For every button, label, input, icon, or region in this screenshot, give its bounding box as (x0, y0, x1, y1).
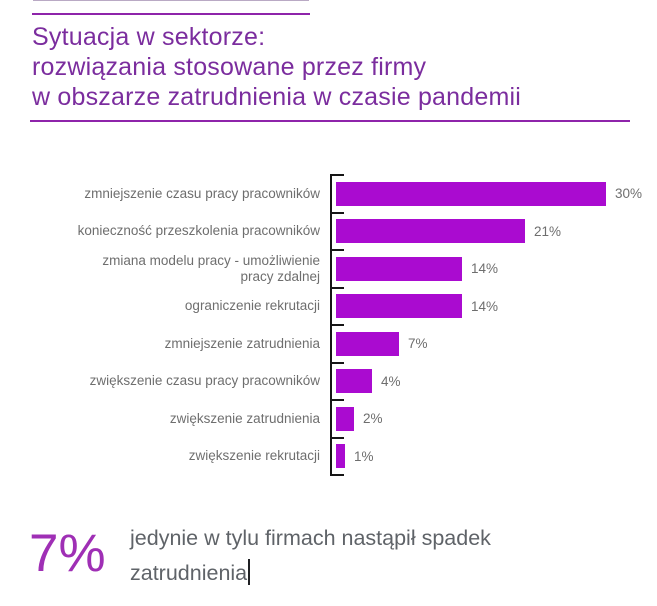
stat-value[interactable]: 7% (29, 524, 106, 583)
title-line-1: Sytuacja w sektorze: (32, 23, 266, 51)
category-label: zwiększenie zatrudnienia (169, 410, 320, 426)
axis-tick (330, 174, 344, 176)
category-label: zmiana modelu pracy - umożliwienie pracy… (102, 252, 320, 284)
axis-tick (330, 399, 344, 401)
bar (336, 331, 399, 356)
category-label: zwiększenie czasu pracy pracowników (89, 373, 320, 389)
stat-text-box[interactable]: jedynie w tylu firmach nastąpił spadek z… (130, 521, 610, 591)
axis-tick (330, 361, 344, 364)
axis-tick (330, 324, 344, 326)
category-label: konieczność przeszkolenia pracowników (77, 223, 320, 239)
bar (336, 444, 345, 468)
value-label: 30% (615, 186, 643, 202)
category-label: zwiększenie rekrutacji (188, 448, 320, 464)
category-label: zmniejszenie zatrudnienia (164, 335, 320, 351)
bar (336, 369, 372, 393)
value-label: 1% (354, 448, 374, 464)
value-label: 2% (363, 411, 383, 427)
title-top-rule (32, 13, 310, 15)
category-label: ograniczenie rekrutacji (184, 298, 320, 314)
value-label: 4% (381, 373, 401, 389)
axis-tick (330, 211, 344, 214)
stat-text: jedynie w tylu firmach nastąpił spadek z… (130, 526, 491, 585)
bar (336, 181, 606, 206)
bar (336, 406, 354, 431)
bar (336, 219, 525, 243)
axis-tick (330, 474, 344, 476)
slide-title[interactable]: Sytuacja w sektorze: rozwiązania stosowa… (32, 22, 632, 112)
text-cursor (248, 559, 251, 585)
bar (336, 256, 462, 281)
bar (336, 294, 462, 318)
axis-tick (330, 286, 344, 289)
axis-tick (330, 249, 344, 251)
axis-tick (330, 436, 344, 439)
value-label: 14% (471, 298, 499, 314)
title-bottom-rule (30, 120, 630, 122)
value-label: 7% (408, 336, 428, 352)
value-label: 14% (471, 261, 499, 277)
category-label: zmniejszenie czasu pracy pracowników (84, 185, 320, 201)
bar-chart[interactable]: zmniejszenie czasu pracy pracowników 30% k… (0, 174, 657, 476)
title-line-3: w obszarze zatrudnienia w czasie pandemi… (32, 83, 521, 111)
cropped-element-edge (33, 0, 309, 1)
title-line-2: rozwiązania stosowane przez firmy (32, 53, 427, 81)
value-label: 21% (534, 223, 562, 239)
